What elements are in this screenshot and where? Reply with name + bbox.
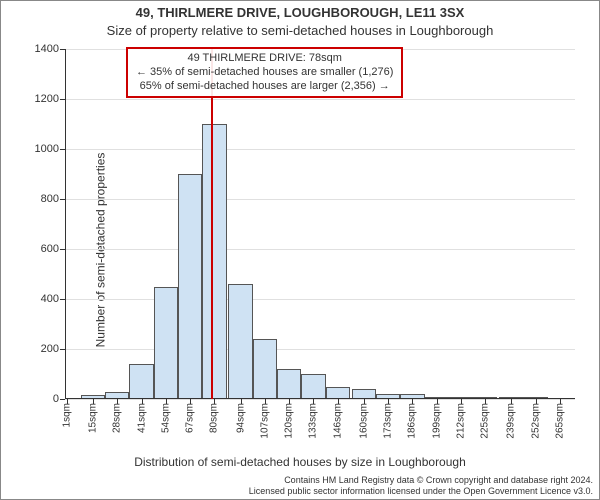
xtick-label: 160sqm: [358, 403, 369, 439]
xtick-label: 28sqm: [112, 403, 123, 433]
grid-line: [65, 149, 575, 150]
xtick-label: 225sqm: [480, 403, 491, 439]
plot-inner: 02004006008001000120014001sqm15sqm28sqm4…: [65, 49, 575, 399]
annotation-line-3: 65% of semi-detached houses are larger (…: [136, 80, 393, 94]
ytick-label: 800: [41, 193, 59, 205]
grid-line: [65, 99, 575, 100]
xtick-label: 173sqm: [383, 403, 394, 439]
plot-area: 02004006008001000120014001sqm15sqm28sqm4…: [65, 49, 575, 399]
grid-line: [65, 299, 575, 300]
xtick-label: 107sqm: [259, 403, 270, 439]
x-axis-label: Distribution of semi-detached houses by …: [1, 455, 599, 469]
grid-line: [65, 199, 575, 200]
ytick-label: 400: [41, 293, 59, 305]
annotation-line-1: 49 THIRLMERE DRIVE: 78sqm: [136, 52, 393, 66]
xtick-label: 252sqm: [530, 403, 541, 439]
xtick-label: 146sqm: [332, 403, 343, 439]
xtick-label: 186sqm: [407, 403, 418, 439]
bar: [178, 174, 202, 399]
xtick-label: 80sqm: [209, 403, 220, 433]
xtick-label: 120sqm: [284, 403, 295, 439]
y-axis: [65, 49, 66, 399]
annotation-box: 49 THIRLMERE DRIVE: 78sqm ← 35% of semi-…: [126, 47, 403, 98]
ytick-label: 0: [53, 393, 59, 405]
xtick-label: 212sqm: [456, 403, 467, 439]
bar: [154, 287, 178, 400]
bar: [301, 374, 325, 399]
xtick-label: 199sqm: [431, 403, 442, 439]
footer: Contains HM Land Registry data © Crown c…: [1, 475, 593, 497]
ytick-label: 1000: [35, 143, 59, 155]
footer-line-1: Contains HM Land Registry data © Crown c…: [1, 475, 593, 486]
xtick-label: 94sqm: [235, 403, 246, 433]
ytick-label: 600: [41, 243, 59, 255]
bar: [228, 284, 252, 399]
title-line-2: Size of property relative to semi-detach…: [1, 23, 599, 38]
bar: [277, 369, 301, 399]
xtick-label: 1sqm: [61, 403, 72, 427]
xtick-label: 67sqm: [185, 403, 196, 433]
grid-line: [65, 249, 575, 250]
xtick-label: 239sqm: [506, 403, 517, 439]
bar: [202, 124, 226, 399]
xtick-label: 54sqm: [160, 403, 171, 433]
chart-container: 49, THIRLMERE DRIVE, LOUGHBOROUGH, LE11 …: [0, 0, 600, 500]
xtick-label: 41sqm: [136, 403, 147, 433]
annotation-line-2: ← 35% of semi-detached houses are smalle…: [136, 66, 393, 80]
grid-line: [65, 349, 575, 350]
xtick-label: 15sqm: [88, 403, 99, 433]
title-line-1: 49, THIRLMERE DRIVE, LOUGHBOROUGH, LE11 …: [1, 5, 599, 20]
bar: [253, 339, 277, 399]
x-axis: [65, 398, 575, 399]
ytick-label: 1400: [35, 43, 59, 55]
xtick-label: 133sqm: [308, 403, 319, 439]
ytick-label: 200: [41, 343, 59, 355]
xtick-label: 265sqm: [555, 403, 566, 439]
bar: [129, 364, 153, 399]
property-marker-line: [211, 49, 213, 399]
footer-line-2: Licensed public sector information licen…: [1, 486, 593, 497]
ytick-label: 1200: [35, 93, 59, 105]
ytick-mark: [60, 399, 65, 400]
